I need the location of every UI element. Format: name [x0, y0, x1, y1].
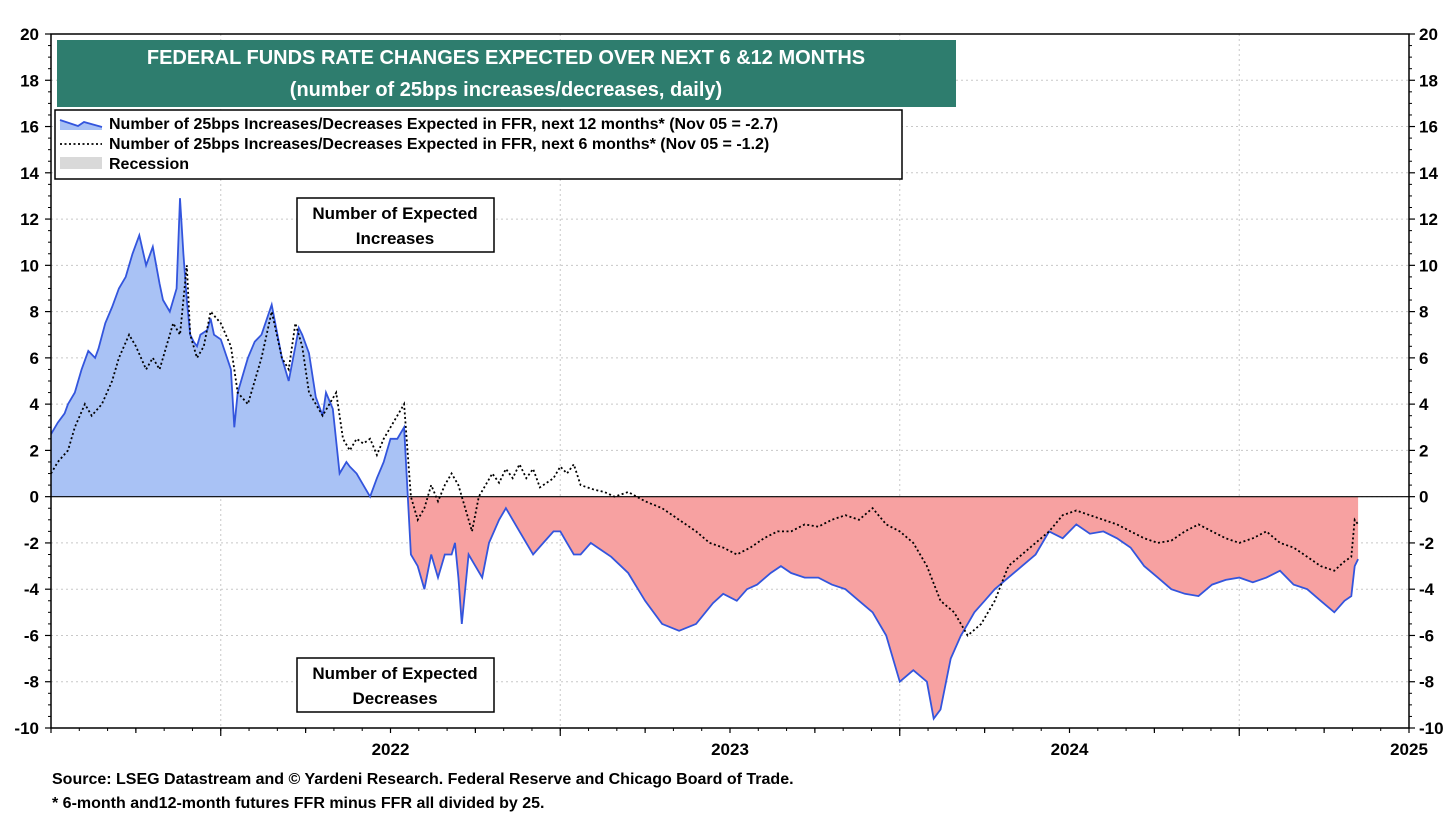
- x-year-label: 2025: [1390, 740, 1428, 759]
- y-tick-label-left: 18: [20, 71, 39, 90]
- chart-title: FEDERAL FUNDS RATE CHANGES EXPECTED OVER…: [147, 47, 865, 69]
- y-tick-label-right: 2: [1419, 441, 1428, 460]
- y-tick-label-right: 6: [1419, 349, 1428, 368]
- annotation-increases-line2: Increases: [356, 229, 434, 248]
- chart-subtitle: (number of 25bps increases/decreases, da…: [290, 79, 722, 101]
- y-tick-label-right: 18: [1419, 71, 1438, 90]
- x-year-label: 2022: [372, 740, 410, 759]
- y-tick-label-left: 6: [30, 349, 39, 368]
- title-box: [57, 40, 956, 107]
- annotation-increases: Number of Expected Increases: [296, 197, 495, 253]
- annotation-decreases: Number of Expected Decreases: [296, 657, 495, 713]
- axes: -10 -10 -8 -8 -6 -6 -4 -4 -2 -2 0 0 2 2 4 4 6 6 8 8 10 10 12 12…: [14, 25, 1443, 759]
- source-note: Source: LSEG Datastream and © Yardeni Re…: [52, 771, 794, 788]
- x-year-label: 2024: [1051, 740, 1089, 759]
- legend: Number of 25bps Increases/Decreases Expe…: [54, 109, 903, 180]
- area-fill-decreases: [51, 496, 1359, 719]
- y-tick-label-right: -8: [1419, 673, 1434, 692]
- annotation-decreases-line2: Decreases: [352, 689, 437, 708]
- annotation-increases-box: [296, 197, 495, 253]
- y-tick-label-right: 20: [1419, 25, 1438, 44]
- annotation-decreases-line1: Number of Expected: [312, 664, 477, 683]
- legend-box: [54, 109, 903, 180]
- x-year-label: 2023: [711, 740, 749, 759]
- y-tick-label-right: -4: [1419, 580, 1435, 599]
- y-tick-label-left: 16: [20, 118, 39, 137]
- y-tick-label-left: 20: [20, 25, 39, 44]
- y-tick-label-left: -10: [14, 719, 39, 738]
- y-tick-label-right: -2: [1419, 534, 1434, 553]
- y-tick-label-left: -2: [24, 534, 39, 553]
- series-line-6-months: [51, 265, 1359, 637]
- annotation-increases-line1: Number of Expected: [312, 204, 477, 223]
- legend-label-12-months: Number of 25bps Increases/Decreases Expe…: [109, 116, 778, 133]
- y-tick-label-right: -6: [1419, 626, 1434, 645]
- y-tick-label-left: 12: [20, 210, 39, 229]
- y-tick-label-right: 4: [1419, 395, 1429, 414]
- y-tick-label-right: 0: [1419, 488, 1428, 507]
- annotation-decreases-box: [296, 657, 495, 713]
- y-tick-label-right: 12: [1419, 210, 1438, 229]
- footnote: * 6-month and12-month futures FFR minus …: [52, 795, 544, 812]
- legend-label-recession: Recession: [109, 156, 189, 173]
- y-tick-label-left: -6: [24, 626, 39, 645]
- y-tick-label-right: 8: [1419, 303, 1428, 322]
- y-tick-label-left: 14: [20, 164, 39, 183]
- y-tick-label-left: -8: [24, 673, 39, 692]
- y-tick-label-right: 16: [1419, 118, 1438, 137]
- y-tick-label-left: 0: [30, 488, 39, 507]
- y-tick-label-left: 4: [30, 395, 40, 414]
- legend-swatch-recession: [60, 157, 102, 169]
- legend-line-12-months: [59, 119, 103, 128]
- y-tick-label-left: 2: [30, 441, 39, 460]
- y-tick-label-left: 10: [20, 256, 39, 275]
- y-tick-label-right: 14: [1419, 164, 1438, 183]
- y-tick-label-right: 10: [1419, 256, 1438, 275]
- series-line-12-months: [51, 198, 1359, 721]
- y-tick-label-left: -4: [24, 580, 40, 599]
- legend-label-6-months: Number of 25bps Increases/Decreases Expe…: [109, 136, 769, 153]
- y-tick-label-right: -10: [1419, 719, 1444, 738]
- y-tick-label-left: 8: [30, 303, 39, 322]
